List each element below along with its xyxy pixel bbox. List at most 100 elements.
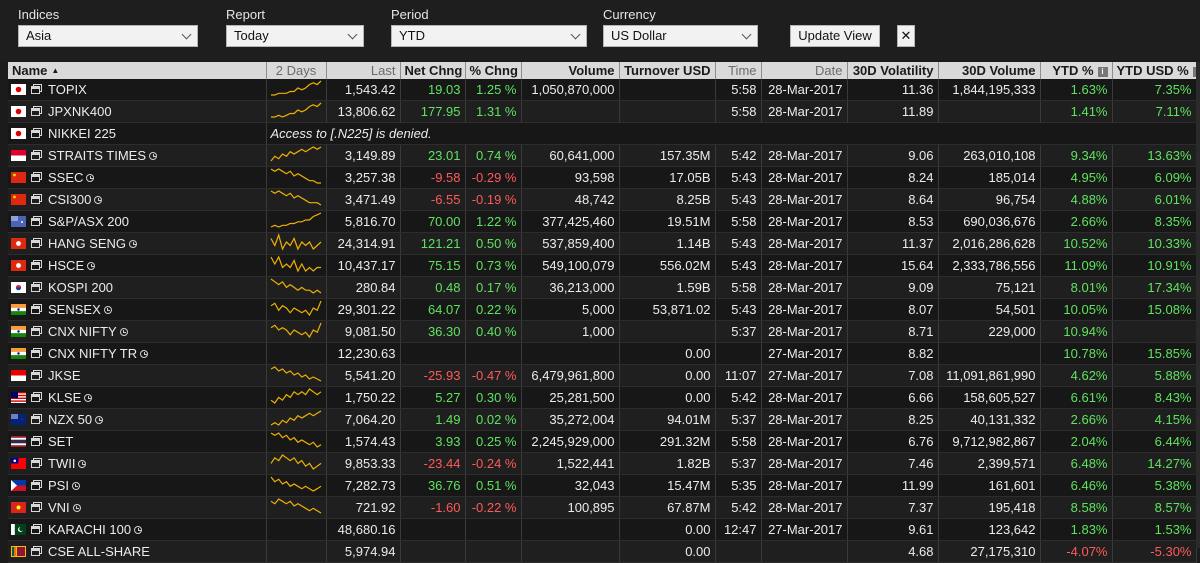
cell-name[interactable]: CSI300 [8,188,267,211]
report-select[interactable]: Today [226,25,364,47]
table-row[interactable]: PSI 7,282.73 36.76 0.51 % 32,043 15.47M 5:35 28… [8,474,1197,497]
currency-select[interactable]: US Dollar [603,25,758,47]
col-header-2days[interactable]: 2 Days [266,62,327,79]
cell-sparkline[interactable] [266,188,327,211]
table-row[interactable]: TOPIX 1,543.42 19.03 1.25 % 1,050,870,000 5:5… [8,79,1197,101]
col-header-30d-volatility[interactable]: 30D Volatility [847,62,939,79]
cell-sparkline[interactable] [266,452,327,475]
cell-sparkline[interactable] [266,144,327,167]
open-window-icon[interactable] [31,195,40,204]
cell-sparkline[interactable] [266,320,327,343]
cell-name[interactable]: CNX NIFTY [8,320,267,343]
cell-sparkline[interactable] [266,430,327,453]
open-window-icon[interactable] [31,349,40,358]
cell-name[interactable]: PSI [8,474,267,497]
col-header-pct-chng[interactable]: % Chng [465,62,522,79]
col-header-ytd-pct[interactable]: YTD % i [1040,62,1113,79]
cell-sparkline[interactable] [266,232,327,255]
info-icon[interactable]: i [1097,67,1108,77]
cell-name[interactable]: TOPIX [8,79,267,101]
open-window-icon[interactable] [31,86,40,94]
cell-sparkline[interactable] [266,496,327,519]
table-row[interactable]: NIKKEI 225 Access to [.N225] is denied. [8,122,1197,145]
cell-name[interactable]: CSE ALL-SHARE [8,540,267,563]
open-window-icon[interactable] [31,173,40,182]
col-header-net-chng[interactable]: Net Chng [400,62,466,79]
cell-name[interactable]: JPXNK400 [8,100,267,123]
cell-name[interactable]: SSEC [8,166,267,189]
table-row[interactable]: CSI300 3,471.49 -6.55 -0.19 % 48,742 8.25B 5:4… [8,188,1197,211]
open-window-icon[interactable] [31,525,40,534]
info-icon[interactable]: i [1192,67,1195,77]
cell-name[interactable]: HANG SENG [8,232,267,255]
cell-name[interactable]: S&P/ASX 200 [8,210,267,233]
cell-name[interactable]: KOSPI 200 [8,276,267,299]
open-window-icon[interactable] [31,415,40,424]
cell-name[interactable]: KARACHI 100 [8,518,267,541]
open-window-icon[interactable] [31,217,40,226]
open-window-icon[interactable] [31,327,40,336]
table-row[interactable]: JKSE 5,541.20 -25.93 -0.47 % 6,479,961,800 0.… [8,364,1197,387]
open-window-icon[interactable] [31,129,40,138]
col-header-ytd-usd-pct[interactable]: YTD USD %i [1112,62,1197,79]
cell-sparkline[interactable] [266,518,327,541]
col-header-30d-volume[interactable]: 30D Volume [938,62,1041,79]
open-window-icon[interactable] [31,547,40,556]
table-row[interactable]: HANG SENG 24,314.91 121.21 0.50 % 537,859,40… [8,232,1197,255]
cell-sparkline[interactable] [266,386,327,409]
cell-name[interactable]: SET [8,430,267,453]
cell-sparkline[interactable] [266,474,327,497]
open-window-icon[interactable] [31,108,40,116]
open-window-icon[interactable] [31,283,40,292]
cell-name[interactable]: SENSEX [8,298,267,321]
col-header-date[interactable]: Date [761,62,848,79]
table-row[interactable]: CNX NIFTY TR 12,230.63 0.00 27-Mar-2017 8.82… [8,342,1197,365]
cell-sparkline[interactable] [266,298,327,321]
col-header-last[interactable]: Last [326,62,401,79]
period-select[interactable]: YTD [391,25,587,47]
col-header-turnover[interactable]: Turnover USD [619,62,716,79]
indices-select[interactable]: Asia [18,25,198,47]
cell-sparkline[interactable] [266,540,327,563]
col-header-time[interactable]: Time [715,62,762,79]
table-row[interactable]: CSE ALL-SHARE 5,974.94 0.00 4.68 27,175,310-… [8,540,1197,563]
open-window-icon[interactable] [31,393,40,402]
table-row[interactable]: KOSPI 200 280.84 0.48 0.17 % 36,213,000 1.59B… [8,276,1197,299]
cell-name[interactable]: NIKKEI 225 [8,122,267,145]
open-window-icon[interactable] [31,305,40,314]
open-window-icon[interactable] [31,459,40,468]
cell-sparkline[interactable] [266,254,327,277]
cell-sparkline[interactable] [266,79,327,101]
table-row[interactable]: JPXNK400 13,806.62 177.95 1.31 % 5:58 28-Mar-… [8,100,1197,123]
update-view-button[interactable]: Update View [790,25,880,47]
cell-sparkline[interactable] [266,342,327,365]
cell-sparkline[interactable] [266,364,327,387]
table-row[interactable]: SSEC 3,257.38 -9.58 -0.29 % 93,598 17.05B 5:43… [8,166,1197,189]
cell-name[interactable]: CNX NIFTY TR [8,342,267,365]
table-row[interactable]: CNX NIFTY 9,081.50 36.30 0.40 % 1,000 5:37 28-… [8,320,1197,343]
cell-name[interactable]: TWII [8,452,267,475]
open-window-icon[interactable] [31,437,40,446]
table-row[interactable]: STRAITS TIMES 3,149.89 23.01 0.74 % 60,641,0… [8,144,1197,167]
cell-sparkline[interactable] [266,408,327,431]
open-window-icon[interactable] [31,371,40,380]
table-row[interactable]: TWII 9,853.33 -23.44 -0.24 % 1,522,441 1.82B 5… [8,452,1197,475]
col-header-name[interactable]: Name ▲ [8,62,267,79]
cell-name[interactable]: VNI [8,496,267,519]
cell-name[interactable]: KLSE [8,386,267,409]
table-row[interactable]: KARACHI 100 48,680.16 0.00 12:47 27-Mar-2017… [8,518,1197,541]
scrollbar[interactable] [1196,62,1200,548]
cell-sparkline[interactable] [266,166,327,189]
table-row[interactable]: HSCE 10,437.17 75.15 0.73 % 549,100,079 556.0… [8,254,1197,277]
cell-sparkline[interactable] [266,210,327,233]
table-row[interactable]: VNI 721.92 -1.60 -0.22 % 100,895 67.87M 5:42 28… [8,496,1197,519]
cell-name[interactable]: STRAITS TIMES [8,144,267,167]
table-row[interactable]: SENSEX 29,301.22 64.07 0.22 % 5,000 53,871.02… [8,298,1197,321]
table-row[interactable]: NZX 50 7,064.20 1.49 0.02 % 35,272,004 94.01M… [8,408,1197,431]
open-window-icon[interactable] [31,151,40,160]
table-row[interactable]: KLSE 1,750.22 5.27 0.30 % 25,281,500 0.00 5:42… [8,386,1197,409]
cell-name[interactable]: JKSE [8,364,267,387]
open-window-icon[interactable] [31,261,40,270]
table-row[interactable]: SET 1,574.43 3.93 0.25 % 2,245,929,000 291.32… [8,430,1197,453]
open-window-icon[interactable] [31,481,40,490]
